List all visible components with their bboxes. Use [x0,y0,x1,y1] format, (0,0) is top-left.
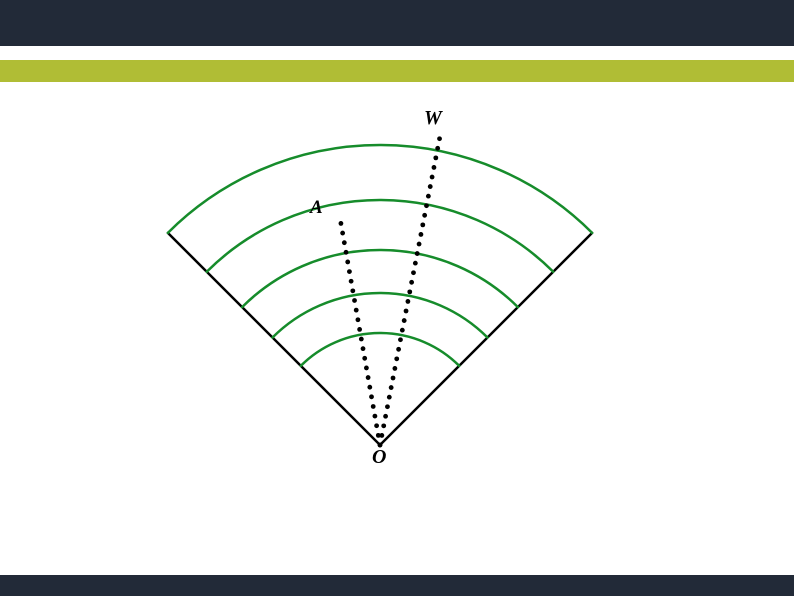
sector-diagram [0,0,794,596]
diagram-container [0,0,794,596]
